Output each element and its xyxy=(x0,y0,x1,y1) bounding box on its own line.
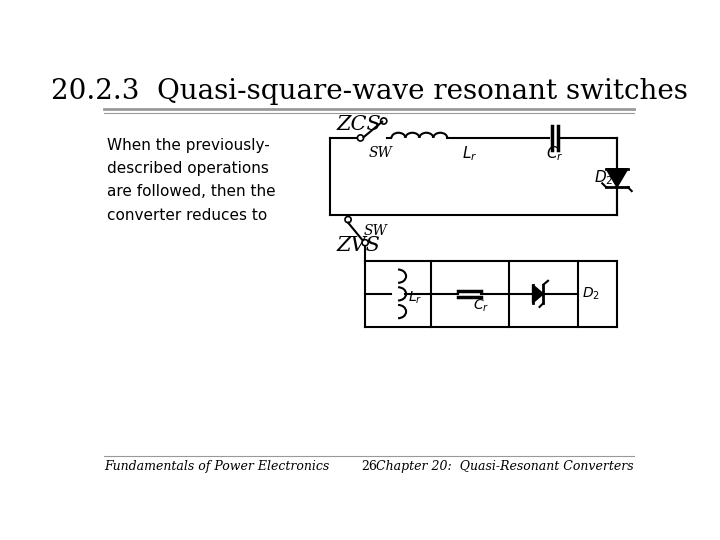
Text: When the previously-
described operations
are followed, then the
converter reduc: When the previously- described operation… xyxy=(107,138,276,223)
Text: ZVS: ZVS xyxy=(336,237,380,255)
Text: $D_2$: $D_2$ xyxy=(594,168,613,187)
Text: SW: SW xyxy=(364,224,387,238)
Polygon shape xyxy=(606,168,628,187)
Text: $C_r$: $C_r$ xyxy=(546,144,564,163)
Text: $L_r$: $L_r$ xyxy=(408,289,422,306)
Text: Fundamentals of Power Electronics: Fundamentals of Power Electronics xyxy=(104,460,329,473)
Text: $D_2$: $D_2$ xyxy=(582,286,600,302)
Text: $L_r$: $L_r$ xyxy=(462,144,477,163)
Text: 26: 26 xyxy=(361,460,377,473)
Text: Chapter 20:  Quasi-Resonant Converters: Chapter 20: Quasi-Resonant Converters xyxy=(377,460,634,473)
Text: ZCS: ZCS xyxy=(336,116,381,134)
Text: SW: SW xyxy=(369,146,392,160)
Polygon shape xyxy=(533,285,544,303)
Text: 20.2.3  Quasi-square-wave resonant switches: 20.2.3 Quasi-square-wave resonant switch… xyxy=(50,78,688,105)
Text: $C_r$: $C_r$ xyxy=(473,298,489,314)
